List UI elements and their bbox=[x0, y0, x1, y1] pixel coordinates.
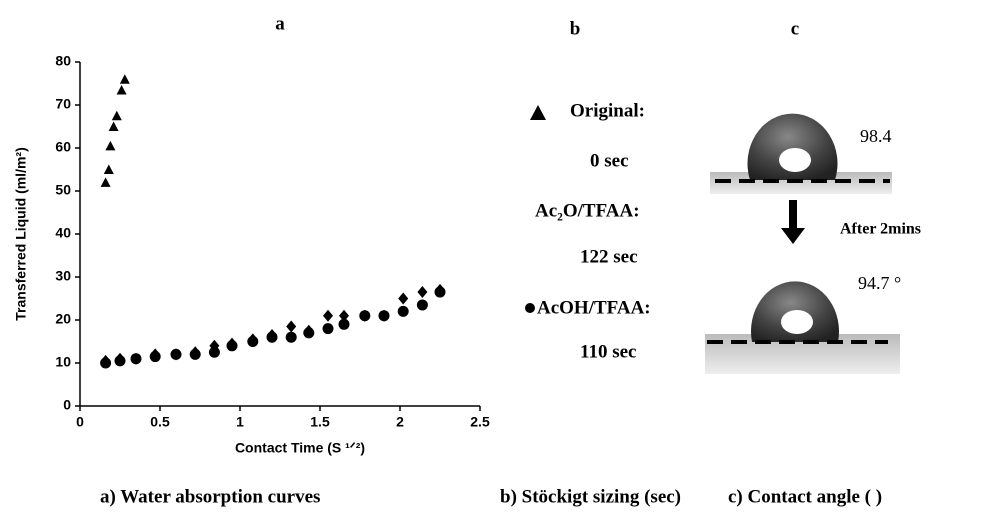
data-point bbox=[378, 310, 390, 322]
legend-symbol bbox=[525, 303, 535, 313]
data-point bbox=[189, 348, 201, 360]
y-tick-label: 60 bbox=[55, 139, 71, 155]
x-tick-label: 2 bbox=[396, 414, 404, 430]
data-point bbox=[398, 292, 409, 305]
legend-entry: AcOH/TFAA: bbox=[537, 297, 651, 318]
legend-symbol bbox=[530, 105, 546, 120]
data-point bbox=[105, 140, 116, 151]
y-tick-label: 0 bbox=[63, 397, 71, 413]
x-tick-label: 0.5 bbox=[150, 414, 170, 430]
x-tick-label: 2.5 bbox=[470, 414, 490, 430]
y-axis-label: Transferred Liquid (ml/m²) bbox=[13, 147, 29, 320]
caption: a) Water absorption curves bbox=[100, 486, 320, 507]
contact-angle: 98.4 bbox=[860, 126, 892, 146]
data-point bbox=[285, 331, 297, 343]
x-tick-label: 0 bbox=[76, 414, 84, 430]
data-point bbox=[397, 305, 409, 317]
data-point bbox=[322, 323, 334, 335]
arrow bbox=[781, 200, 805, 244]
data-point bbox=[103, 164, 114, 174]
data-point bbox=[116, 84, 127, 95]
data-point bbox=[323, 309, 333, 322]
x-tick-label: 1 bbox=[236, 414, 244, 430]
data-point bbox=[111, 110, 122, 121]
y-tick-label: 10 bbox=[55, 354, 71, 370]
data-point bbox=[226, 340, 238, 352]
data-point bbox=[339, 309, 349, 322]
data-point bbox=[100, 357, 112, 369]
x-axis-label: Contact Time (S ¹ᐟ²) bbox=[235, 440, 365, 456]
y-tick-label: 70 bbox=[55, 96, 71, 112]
sizing-time: 0 sec bbox=[590, 150, 629, 171]
caption: c) Contact angle ( ) bbox=[728, 486, 882, 507]
droplet-image bbox=[705, 281, 900, 374]
data-point bbox=[114, 355, 126, 367]
y-tick-label: 20 bbox=[55, 311, 71, 327]
data-point bbox=[247, 336, 259, 347]
contact-angle: 94.7 ° bbox=[858, 273, 901, 293]
legend-entry: Ac₂O/TFAA: bbox=[535, 200, 640, 221]
data-point bbox=[338, 318, 350, 330]
panel-title: b bbox=[570, 18, 581, 39]
y-tick-label: 80 bbox=[55, 53, 71, 69]
data-point bbox=[119, 74, 130, 84]
chart-title: a bbox=[275, 13, 285, 34]
panel-title: c bbox=[791, 18, 799, 39]
y-tick-label: 30 bbox=[55, 268, 71, 284]
data-point bbox=[170, 348, 182, 360]
sizing-time: 122 sec bbox=[580, 246, 638, 267]
data-point bbox=[359, 310, 371, 322]
caption: b) Stöckigt sizing (sec) bbox=[500, 486, 681, 507]
data-point bbox=[417, 286, 428, 299]
data-point bbox=[208, 346, 220, 358]
data-point bbox=[130, 353, 142, 365]
legend-entry: Original: bbox=[570, 100, 645, 121]
arrow-label: After 2mins bbox=[840, 221, 921, 238]
data-point bbox=[266, 331, 278, 343]
data-point bbox=[108, 121, 119, 131]
y-tick-label: 40 bbox=[55, 225, 71, 241]
droplet-image bbox=[710, 113, 892, 194]
data-point bbox=[434, 286, 446, 298]
x-tick-label: 1.5 bbox=[310, 414, 330, 430]
y-tick-label: 50 bbox=[55, 182, 71, 198]
data-point bbox=[286, 320, 297, 333]
data-point bbox=[416, 299, 428, 311]
sizing-time: 110 sec bbox=[580, 341, 636, 362]
data-point bbox=[149, 351, 161, 363]
data-point bbox=[100, 177, 111, 187]
data-point bbox=[303, 327, 315, 339]
